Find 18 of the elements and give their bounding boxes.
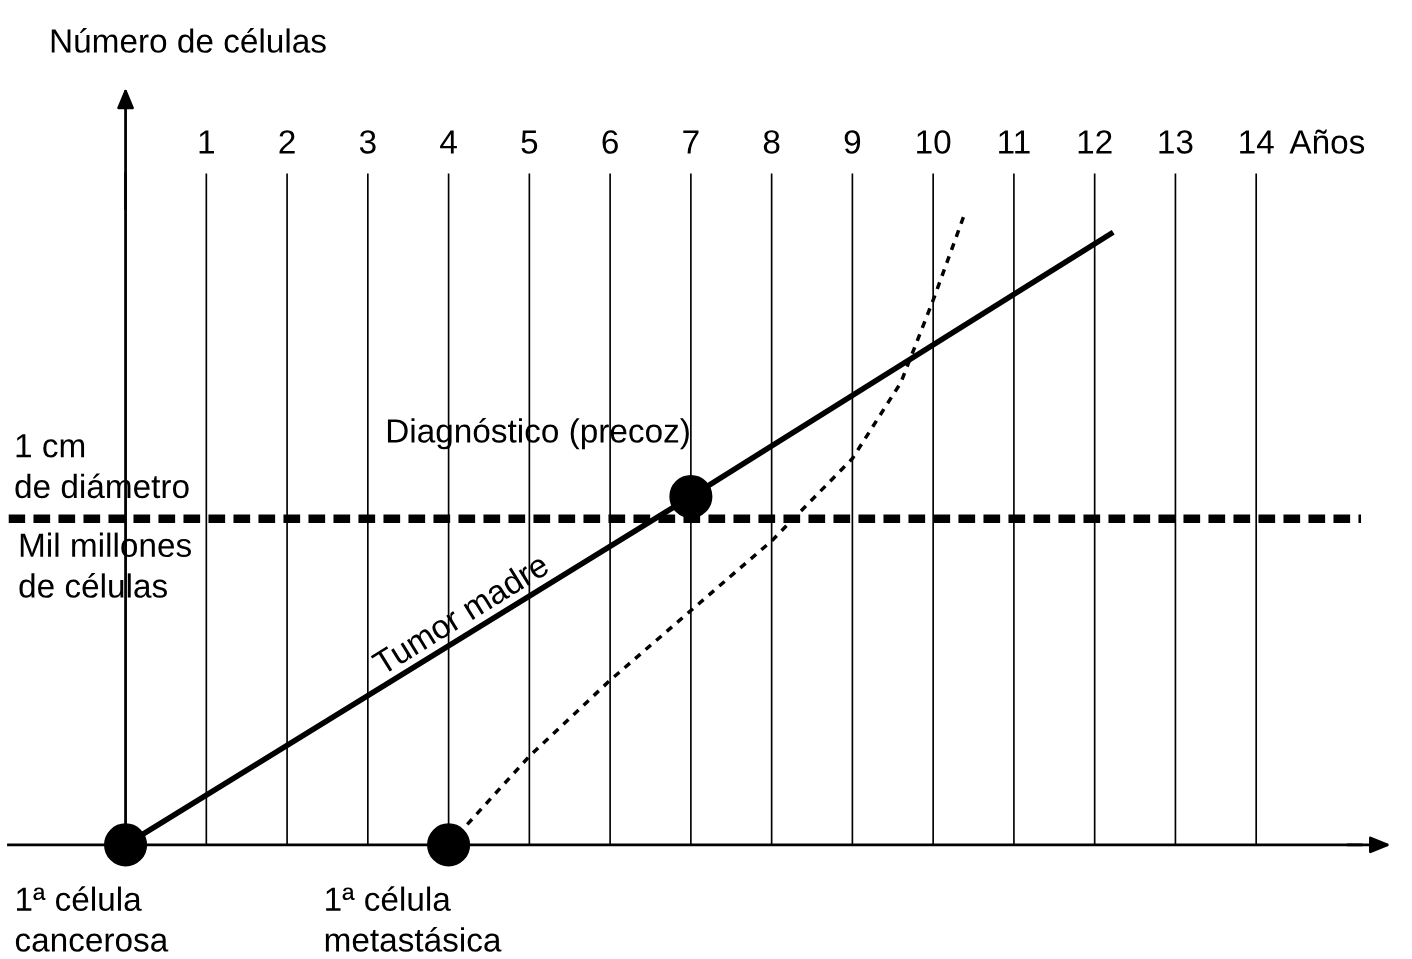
- x-tick-label: 3: [359, 130, 376, 154]
- x-tick-label: 7: [683, 130, 699, 154]
- y-axis-title: Número de células: [51, 27, 326, 53]
- x-tick-label: 10: [917, 130, 951, 154]
- x-tick-label: 8: [763, 130, 780, 154]
- x-tick-label: 6: [602, 130, 618, 154]
- x-tick-label: 4: [440, 130, 457, 154]
- x-tick-label: 5: [521, 130, 538, 154]
- x-tick-label: 12: [1078, 130, 1112, 154]
- annotation: 1ª célula metastásica: [325, 886, 502, 952]
- x-tick-label: 11: [999, 130, 1030, 154]
- x-tick-label: 1: [199, 130, 214, 154]
- x-tick-label: 13: [1159, 130, 1193, 154]
- x-axis-title: Años: [1289, 129, 1365, 154]
- x-tick-label: 14: [1240, 130, 1274, 154]
- annotation: 1ª célula cancerosa: [15, 886, 169, 952]
- x-tick-label: 9: [844, 130, 861, 154]
- x-tick-label: 2: [279, 130, 295, 154]
